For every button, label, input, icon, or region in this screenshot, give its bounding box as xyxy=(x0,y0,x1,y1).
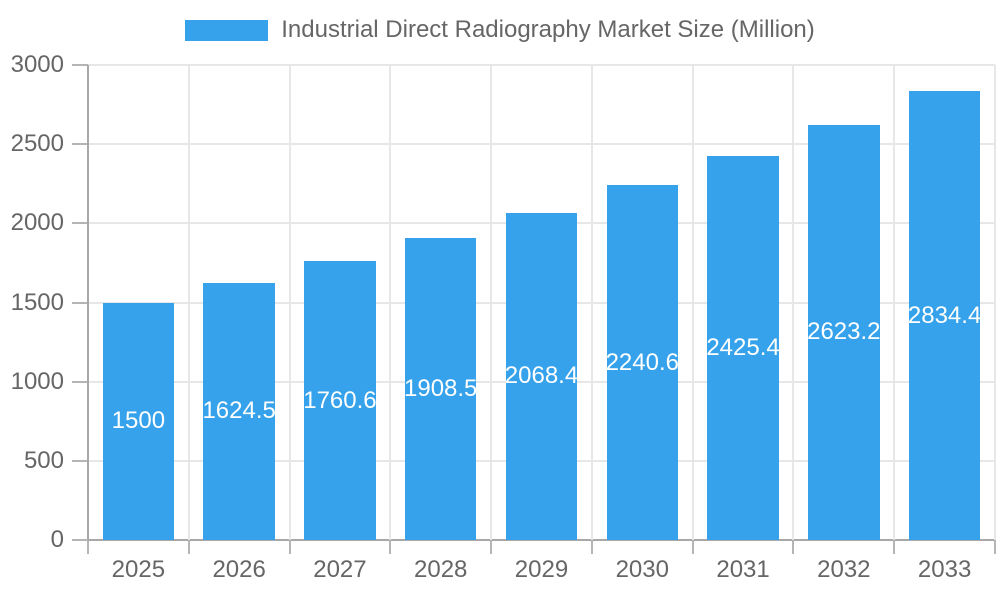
bar[interactable]: 1624.5 xyxy=(202,282,276,540)
bar-value-label: 2834.4 xyxy=(907,301,982,329)
y-tick-label: 1000 xyxy=(10,367,64,395)
bar-value-label: 2240.6 xyxy=(605,348,679,376)
y-tick-mark xyxy=(72,459,88,462)
y-tick-mark xyxy=(72,380,88,383)
x-gridline xyxy=(792,65,795,540)
bar[interactable]: 2425.4 xyxy=(706,155,780,540)
bar-value-label: 1624.5 xyxy=(202,397,276,425)
x-gridline xyxy=(389,65,392,540)
x-tick-mark xyxy=(893,540,896,554)
bar-value-label: 1500 xyxy=(111,407,166,435)
x-gridline xyxy=(87,65,89,540)
bar-value-label: 2425.4 xyxy=(706,333,780,361)
y-tick-mark xyxy=(72,143,88,146)
x-gridline xyxy=(490,65,493,540)
bar-value-label: 2068.4 xyxy=(504,362,579,390)
legend[interactable]: Industrial Direct Radiography Market Siz… xyxy=(0,15,1000,45)
x-tick-label: 2028 xyxy=(414,556,468,583)
x-tick-label: 2027 xyxy=(313,556,367,583)
y-tick-mark xyxy=(72,539,88,541)
x-gridline xyxy=(994,65,996,540)
y-tick-mark xyxy=(72,64,88,66)
y-gridline xyxy=(88,143,995,146)
x-gridline xyxy=(187,65,190,540)
legend-swatch-icon xyxy=(185,19,269,41)
x-tick-mark xyxy=(389,540,392,554)
bar-value-label: 1908.5 xyxy=(404,374,478,402)
x-tick-mark xyxy=(590,540,593,554)
x-tick-mark xyxy=(691,540,694,554)
bar-value-label: 2623.2 xyxy=(807,318,881,346)
x-tick-label: 2030 xyxy=(615,556,669,583)
x-tick-mark xyxy=(994,540,996,554)
x-tick-label: 2029 xyxy=(514,556,569,583)
bar-value-label: 1760.6 xyxy=(303,386,377,414)
bar[interactable]: 2240.6 xyxy=(605,185,679,540)
x-gridline xyxy=(590,65,593,540)
bar[interactable]: 2834.4 xyxy=(907,91,982,540)
x-gridline xyxy=(691,65,694,540)
x-tick-label: 2026 xyxy=(212,556,266,583)
y-gridline xyxy=(88,539,995,541)
bar[interactable]: 1908.5 xyxy=(404,237,478,540)
x-tick-mark xyxy=(288,540,291,554)
y-tick-mark xyxy=(72,222,88,225)
y-gridline xyxy=(88,64,995,66)
x-gridline xyxy=(288,65,291,540)
x-tick-mark xyxy=(490,540,493,554)
x-tick-label: 2032 xyxy=(817,556,871,583)
y-tick-label: 1500 xyxy=(10,288,64,316)
x-gridline xyxy=(893,65,896,540)
x-tick-mark xyxy=(792,540,795,554)
x-tick-mark xyxy=(187,540,190,554)
bar[interactable]: 2068.4 xyxy=(504,212,579,540)
y-tick-label: 3000 xyxy=(10,51,64,78)
x-tick-mark xyxy=(87,540,89,554)
y-tick-label: 500 xyxy=(23,446,64,474)
y-tick-label: 2500 xyxy=(10,130,64,158)
y-tick-label: 0 xyxy=(50,526,64,553)
x-tick-label: 2033 xyxy=(917,556,972,583)
x-tick-label: 2031 xyxy=(716,556,770,583)
bar[interactable]: 1760.6 xyxy=(303,261,377,540)
x-tick-label: 2025 xyxy=(111,556,166,583)
bar[interactable]: 1500 xyxy=(102,302,175,540)
bar[interactable]: 2623.2 xyxy=(807,124,881,540)
plot-area: 1500 1624.5 1760.6 1908.5 2068.4 2240.6 2425.4… xyxy=(87,64,996,541)
y-tick-mark xyxy=(72,301,88,304)
legend-label: Industrial Direct Radiography Market Siz… xyxy=(281,16,815,43)
y-tick-label: 2000 xyxy=(10,209,64,237)
